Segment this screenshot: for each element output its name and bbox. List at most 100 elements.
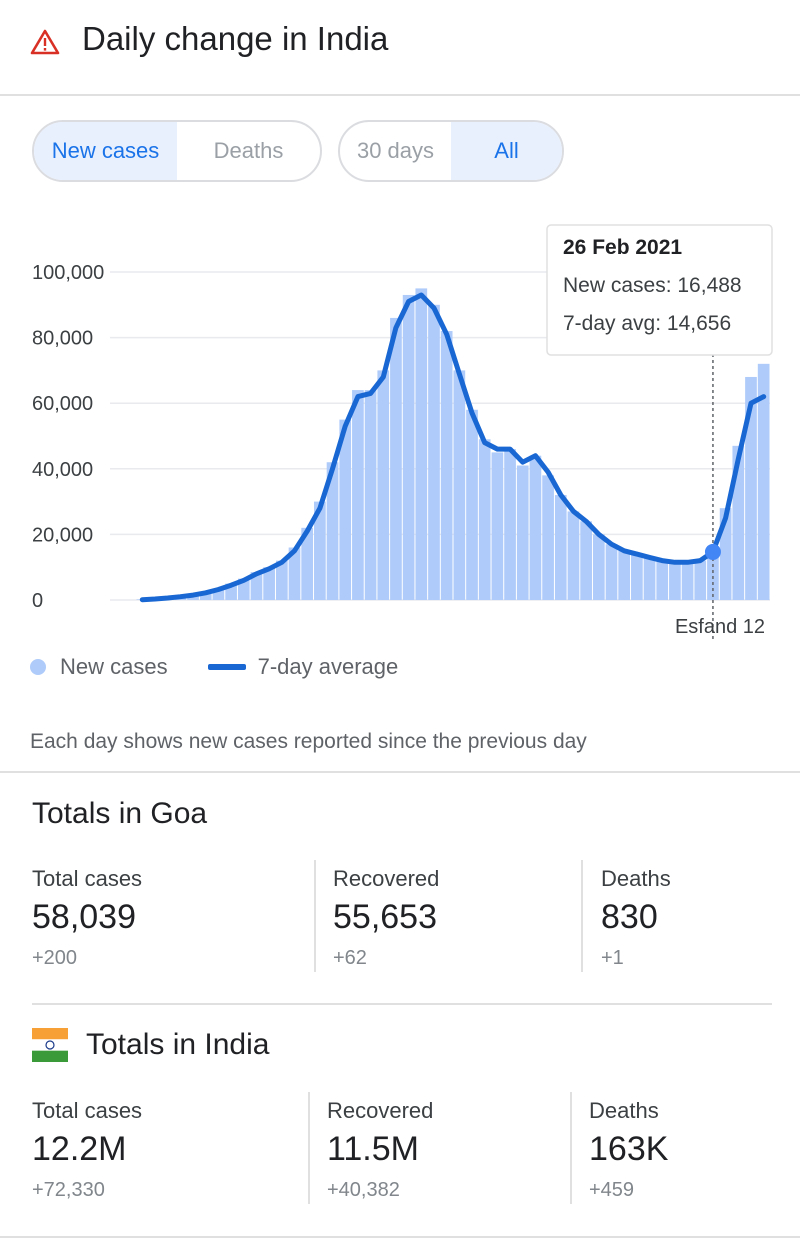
new-cases-bar bbox=[301, 527, 314, 600]
new-cases-bar bbox=[225, 583, 237, 600]
new-cases-bar bbox=[339, 419, 352, 600]
new-cases-bar bbox=[618, 550, 631, 600]
stat-change: +200 bbox=[32, 947, 78, 969]
y-tick-label: 60,000 bbox=[32, 393, 93, 415]
india-totals-title: Totals in India bbox=[86, 1028, 270, 1061]
new-cases-bar bbox=[631, 554, 643, 600]
new-cases-bar bbox=[237, 578, 250, 600]
new-cases-bars bbox=[136, 288, 770, 600]
x-tick-label: Esfand 12 bbox=[675, 616, 765, 638]
new-cases-bar bbox=[732, 445, 745, 600]
new-cases-legend-dot-icon bbox=[30, 659, 46, 675]
header: Daily change in India bbox=[0, 0, 800, 96]
new-cases-bar bbox=[275, 560, 288, 600]
new-cases-bar bbox=[415, 288, 428, 600]
new-cases-bar bbox=[364, 390, 377, 600]
new-cases-bar bbox=[757, 363, 770, 600]
new-cases-bar bbox=[605, 544, 618, 600]
new-cases-bar bbox=[377, 370, 390, 600]
stat-value: 11.5M bbox=[327, 1130, 419, 1168]
cases-chart[interactable]: 100,000 80,000 60,000 40,000 20,000 0 Esfand … bbox=[0, 210, 800, 660]
new-cases-bar bbox=[402, 294, 415, 600]
avg-legend-line-icon bbox=[207, 664, 246, 670]
new-cases-bar bbox=[669, 560, 681, 600]
new-cases-bar bbox=[580, 521, 592, 600]
new-cases-bar bbox=[745, 376, 757, 600]
new-cases-bar bbox=[440, 331, 453, 600]
new-cases-bar bbox=[288, 547, 301, 600]
stat-change: +72,330 bbox=[32, 1179, 105, 1201]
legend-avg: 7-day average bbox=[257, 654, 399, 679]
y-tick-label: 100,000 bbox=[32, 262, 104, 284]
page-title: Daily change in India bbox=[82, 20, 389, 57]
new-cases-bar bbox=[554, 495, 567, 600]
new-cases-bar bbox=[263, 567, 275, 600]
separator bbox=[581, 860, 583, 972]
chart-legend: New cases 7-day average bbox=[30, 650, 398, 684]
new-cases-bar bbox=[694, 560, 707, 600]
new-cases-bar bbox=[453, 370, 466, 600]
y-tick-label: 80,000 bbox=[32, 328, 93, 350]
goa-deaths: Deaths 830 +1 bbox=[601, 866, 671, 970]
new-cases-bar bbox=[428, 304, 440, 600]
warning-triangle-icon bbox=[30, 29, 60, 55]
india-deaths: Deaths 163K +459 bbox=[589, 1098, 668, 1202]
y-axis-labels: 100,000 80,000 60,000 40,000 20,000 0 bbox=[32, 262, 104, 612]
stat-value: 55,653 bbox=[333, 898, 437, 936]
india-total-cases: Total cases 12.2M +72,330 bbox=[32, 1098, 142, 1202]
tooltip-new-cases: New cases: 16,488 bbox=[563, 274, 742, 297]
new-cases-bar bbox=[567, 511, 580, 600]
divider bbox=[0, 771, 800, 773]
legend-new-cases: New cases bbox=[60, 654, 168, 679]
tooltip-avg: 7-day avg: 14,656 bbox=[563, 312, 731, 335]
new-cases-bar bbox=[199, 591, 212, 600]
new-cases-bar bbox=[592, 534, 605, 600]
deaths-option[interactable]: Deaths bbox=[213, 138, 284, 163]
goa-recovered: Recovered 55,653 +62 bbox=[333, 866, 439, 970]
stat-value: 12.2M bbox=[32, 1130, 127, 1168]
goa-totals-title: Totals in Goa bbox=[32, 797, 208, 830]
new-cases-bar bbox=[656, 559, 669, 600]
stat-label: Deaths bbox=[601, 866, 671, 891]
new-cases-bar bbox=[326, 462, 339, 600]
new-cases-bar bbox=[466, 409, 478, 600]
india-flag-icon bbox=[32, 1028, 68, 1062]
goa-total-cases: Total cases 58,039 +200 bbox=[32, 866, 142, 970]
hover-point bbox=[704, 543, 721, 560]
stat-label: Recovered bbox=[327, 1098, 434, 1123]
separator bbox=[314, 860, 316, 972]
tooltip: 26 Feb 2021 New cases: 16,488 7-day avg:… bbox=[546, 224, 773, 356]
stat-change: +62 bbox=[333, 947, 367, 969]
new-cases-bar bbox=[719, 508, 732, 600]
stat-label: Recovered bbox=[333, 866, 440, 891]
tooltip-date: 26 Feb 2021 bbox=[563, 236, 682, 259]
stat-change: +40,382 bbox=[327, 1179, 400, 1201]
india-recovered: Recovered 11.5M +40,382 bbox=[327, 1098, 433, 1202]
new-cases-bar bbox=[643, 557, 656, 600]
stat-value: 58,039 bbox=[32, 898, 136, 936]
new-cases-option[interactable]: New cases bbox=[34, 122, 177, 180]
stat-label: Total cases bbox=[32, 1098, 143, 1123]
stat-value: 163K bbox=[589, 1130, 669, 1168]
avg-line bbox=[139, 292, 767, 603]
divider bbox=[32, 1003, 772, 1005]
new-cases-bar bbox=[681, 562, 694, 600]
new-cases-bar bbox=[352, 390, 364, 600]
30-days-option[interactable]: 30 days bbox=[356, 138, 435, 163]
separator bbox=[570, 1092, 572, 1204]
new-cases-bar bbox=[390, 317, 402, 600]
new-cases-bar bbox=[250, 572, 263, 600]
divider bbox=[0, 1236, 800, 1238]
stat-change: +1 bbox=[601, 947, 624, 969]
new-cases-bar bbox=[529, 455, 542, 600]
new-cases-bar bbox=[478, 439, 491, 600]
separator bbox=[308, 1092, 310, 1204]
stat-label: Total cases bbox=[32, 866, 143, 891]
new-cases-bar bbox=[491, 452, 504, 600]
stat-value: 830 bbox=[601, 898, 658, 936]
all-option[interactable]: All bbox=[451, 122, 562, 180]
metric-toggle: New cases Deaths bbox=[32, 120, 322, 182]
new-cases-bar bbox=[516, 465, 529, 600]
stat-label: Deaths bbox=[589, 1098, 659, 1123]
range-toggle: 30 days All bbox=[338, 120, 564, 182]
